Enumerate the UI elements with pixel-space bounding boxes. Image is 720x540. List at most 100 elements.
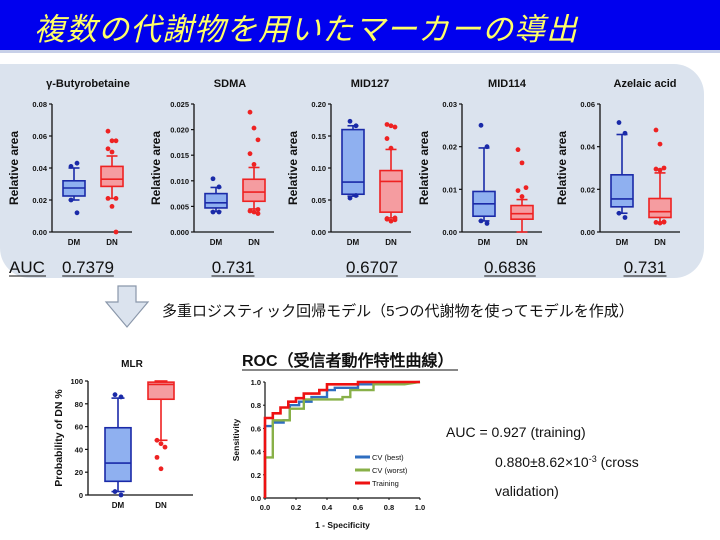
outlier-point bbox=[255, 207, 261, 212]
down-arrow-icon bbox=[104, 285, 150, 328]
y-tick-label: 0.00 bbox=[580, 228, 595, 237]
outlier-point bbox=[616, 210, 622, 216]
y-tick-label: 0.010 bbox=[170, 177, 189, 186]
outlier-point bbox=[74, 160, 80, 166]
outlier-point bbox=[347, 195, 353, 201]
chart-title: Azelaic acid bbox=[614, 78, 677, 90]
y-tick-label: 0.005 bbox=[170, 202, 189, 211]
outlier-point bbox=[251, 125, 257, 131]
outlier-point bbox=[388, 145, 394, 151]
outlier-point bbox=[162, 444, 168, 450]
outlier-point bbox=[392, 217, 398, 223]
y-tick-label: 0.00 bbox=[442, 228, 457, 237]
y-tick-label: 0.03 bbox=[442, 100, 457, 109]
outlier-point bbox=[210, 176, 216, 182]
outlier-point bbox=[653, 127, 659, 133]
outlier-point bbox=[484, 144, 490, 150]
outlier-point bbox=[657, 167, 663, 173]
box-dn bbox=[510, 147, 534, 233]
box-dm bbox=[104, 392, 132, 498]
auc-summary-line1: AUC = 0.927 (training) bbox=[446, 424, 586, 440]
outlier-point bbox=[154, 437, 160, 443]
auc-value: 0.7379 bbox=[62, 258, 114, 277]
outlier-point bbox=[484, 221, 490, 226]
outlier-point bbox=[384, 216, 390, 221]
chart-title: MID114 bbox=[488, 78, 527, 90]
box-dm bbox=[472, 122, 496, 226]
title-divider bbox=[0, 50, 720, 53]
roc-y-axis-label: Sensitivity bbox=[231, 418, 241, 461]
roc-y-tick-label: 1.0 bbox=[251, 378, 261, 387]
y-tick-label: 0.02 bbox=[580, 185, 595, 194]
roc-legend-label: CV (worst) bbox=[372, 466, 408, 475]
box-chart-2: MID127 0.00 0.05 0.10 0.15 0.20 Relative area D… bbox=[286, 78, 411, 277]
y-tick-label: 0.020 bbox=[170, 126, 189, 135]
x-tick-label: DM bbox=[478, 238, 491, 247]
outlier-point bbox=[519, 194, 525, 199]
y-tick-label: 20 bbox=[75, 468, 83, 477]
outlier-point bbox=[109, 204, 115, 209]
roc-x-tick-label: 0.2 bbox=[291, 503, 301, 512]
auc-summary-line3: validation) bbox=[495, 483, 559, 499]
y-tick-label: 0.02 bbox=[32, 196, 47, 205]
outlier-point bbox=[247, 109, 253, 115]
roc-line-training bbox=[263, 380, 420, 498]
outlier-point bbox=[515, 147, 521, 153]
y-axis-label: Relative area bbox=[555, 131, 569, 205]
box-chart-5: MLR 0 20 40 60 80 100 Probability of DN % DM DN bbox=[53, 359, 193, 510]
x-tick-label: DM bbox=[210, 238, 223, 247]
iqr-box bbox=[204, 192, 228, 209]
y-tick-label: 40 bbox=[75, 445, 83, 454]
roc-x-tick-label: 0.8 bbox=[384, 503, 394, 512]
box-dm bbox=[62, 160, 86, 216]
outlier-point bbox=[251, 209, 257, 215]
outlier-point bbox=[622, 130, 628, 136]
y-tick-label: 80 bbox=[75, 400, 83, 409]
slide-title: 複数の代謝物を用いたマーカーの導出 bbox=[34, 12, 578, 48]
x-tick-label: DN bbox=[654, 238, 666, 247]
roc-y-tick-label: 0.2 bbox=[251, 471, 261, 480]
outlier-point bbox=[478, 122, 484, 128]
outlier-point bbox=[653, 220, 659, 225]
outlier-point bbox=[347, 118, 353, 124]
y-tick-label: 0.04 bbox=[32, 164, 47, 173]
x-tick-label: DM bbox=[347, 238, 360, 247]
auc-summary-line2: 0.880±8.62×10-3 (cross bbox=[495, 454, 639, 470]
auc-cv-tail: (cross bbox=[597, 454, 639, 470]
roc-x-tick-label: 0.4 bbox=[322, 503, 333, 512]
outlier-point bbox=[353, 193, 359, 198]
y-axis-label: Relative area bbox=[149, 131, 163, 205]
box-dm bbox=[341, 118, 365, 201]
outlier-point bbox=[251, 162, 257, 167]
y-tick-label: 0.015 bbox=[170, 151, 189, 160]
y-tick-label: 0.02 bbox=[442, 143, 457, 152]
outlier-point bbox=[112, 489, 118, 494]
chart-title: MLR bbox=[121, 359, 143, 370]
auc-value: 0.731 bbox=[624, 258, 667, 277]
y-tick-label: 0.08 bbox=[32, 100, 47, 109]
box-dm bbox=[204, 176, 228, 215]
outlier-point bbox=[388, 123, 394, 129]
y-axis-label: Relative area bbox=[417, 131, 431, 205]
iqr-box bbox=[147, 381, 175, 401]
title-bar: 複数の代謝物を用いたマーカーの導出 bbox=[0, 0, 720, 50]
roc-y-tick-label: 0.8 bbox=[251, 401, 261, 410]
roc-line-cv-best bbox=[263, 380, 421, 498]
outlier-point bbox=[154, 454, 160, 460]
box-dn bbox=[648, 127, 672, 226]
y-tick-label: 0.01 bbox=[442, 185, 457, 194]
y-tick-label: 60 bbox=[75, 423, 83, 432]
y-tick-label: 0.00 bbox=[32, 228, 47, 237]
outlier-point bbox=[105, 128, 111, 134]
iqr-box bbox=[104, 426, 132, 483]
auc-value: 0.731 bbox=[212, 258, 255, 277]
auc-cv-exponent: -3 bbox=[589, 454, 597, 464]
x-tick-label: DN bbox=[516, 238, 528, 247]
box-dn bbox=[100, 128, 124, 235]
x-tick-label: DN bbox=[385, 238, 397, 247]
box-chart-0: γ-Butyrobetaine 0.00 0.02 0.04 0.06 0.08 Relat… bbox=[7, 78, 132, 277]
outlier-point bbox=[255, 137, 261, 143]
y-tick-label: 0.06 bbox=[580, 100, 595, 109]
y-axis-label: Probability of DN % bbox=[53, 389, 65, 487]
